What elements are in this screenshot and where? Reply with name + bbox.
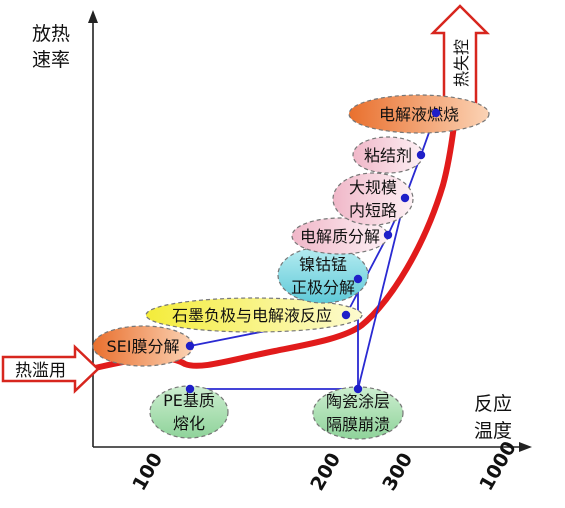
pe-label-line2: 熔化 — [173, 414, 205, 433]
node-electrolyte-decomp — [383, 230, 393, 240]
binder-label: 粘结剂 — [364, 146, 412, 165]
anode-reaction-label: 石墨负极与电解液反应 — [172, 306, 332, 325]
cathode-bubble — [277, 246, 369, 304]
x-tick-100: 100 — [128, 449, 167, 494]
ceramic-label-line1: 陶瓷涂层 — [326, 392, 390, 411]
x-tick-200: 200 — [306, 449, 345, 494]
node-ceramic — [353, 384, 363, 394]
runaway-connector — [357, 197, 406, 390]
x-tick-300: 300 — [378, 449, 417, 494]
x-axis-arrowhead — [519, 442, 532, 452]
node-electrolyte-burn — [431, 108, 441, 118]
short-circuit-label-line2: 内短路 — [349, 201, 397, 220]
node-binder — [416, 150, 426, 160]
thermal-runaway-arrow: 热失控 — [429, 4, 491, 112]
sei-label: SEI膜分解 — [107, 337, 180, 356]
electrolyte-burn-label: 电解液燃烧 — [379, 105, 459, 124]
node-short-circuit — [400, 193, 410, 203]
node-pe — [185, 384, 195, 394]
x-axis-title-line2: 温度 — [474, 420, 512, 442]
x-axis-title-line1: 反应 — [474, 393, 512, 415]
y-axis-title-line2: 速率 — [32, 49, 70, 71]
thermal-abuse-arrow: 热滥用 — [1, 344, 100, 394]
thermal-runaway-label: 热失控 — [452, 39, 471, 87]
heat-release-curve — [92, 37, 465, 371]
node-cathode — [353, 274, 363, 284]
node-anode — [341, 310, 351, 320]
y-axis-title-line1: 放热 — [32, 23, 70, 45]
thermal-abuse-arrow-shape — [1, 344, 100, 394]
anode-reaction-bubble — [145, 297, 363, 333]
cathode-label-line2: 正极分解 — [291, 278, 355, 297]
electrolyte-burn-bubble — [348, 94, 490, 134]
electrolyte-decomp-label: 电解质分解 — [300, 227, 380, 246]
thermal-abuse-label: 热滥用 — [15, 361, 66, 381]
short-circuit-label-line1: 大规模 — [349, 178, 397, 197]
node-sei — [185, 341, 195, 351]
y-axis-arrowhead — [88, 10, 98, 23]
event-bubbles: SEI膜分解 PE基质 熔化 石墨负极与电解液反应 镍钴锰 正极分解 陶瓷涂层 … — [92, 94, 490, 440]
pe-label-line1: PE基质 — [163, 391, 215, 410]
short-circuit-bubble — [332, 172, 414, 226]
cathode-label-line1: 镍钴锰 — [299, 255, 347, 274]
ceramic-label-line2: 隔膜崩溃 — [326, 415, 390, 434]
connector-nodes — [185, 108, 441, 394]
